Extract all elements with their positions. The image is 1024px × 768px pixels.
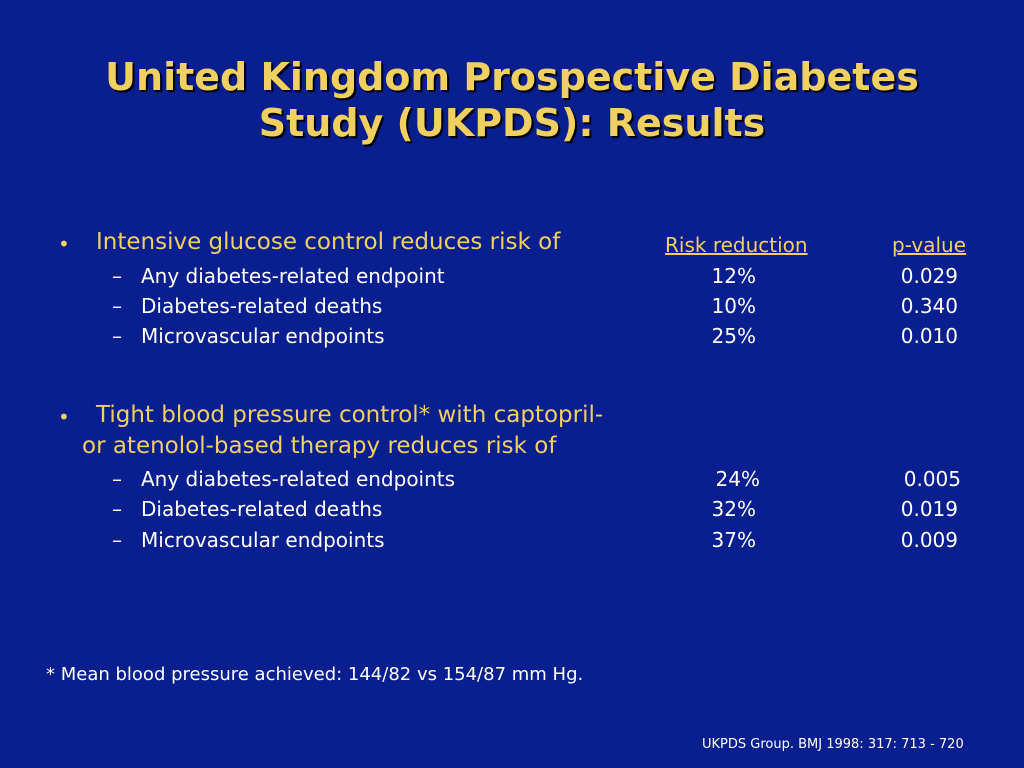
dash-icon: – <box>112 528 122 552</box>
section1-heading: Intensive glucose control reduces risk o… <box>96 229 561 255</box>
section1-row-label: Diabetes-related deaths <box>141 294 383 318</box>
column-header-p-value: p-value <box>892 233 967 257</box>
section1-row-p: 0.029 <box>900 264 958 288</box>
section1-row-risk: 12% <box>711 264 756 288</box>
section1-row-p: 0.340 <box>900 294 958 318</box>
bullet-icon: • <box>58 232 70 256</box>
slide-title-line-2: Study (UKPDS): Results <box>258 101 766 145</box>
section2-row-p: 0.019 <box>900 497 958 521</box>
dash-icon: – <box>112 467 122 491</box>
section2-row-p: 0.005 <box>903 467 961 491</box>
section1-row-p: 0.010 <box>900 324 958 348</box>
slide-title-line-1: United Kingdom Prospective Diabetes <box>105 55 919 99</box>
dash-icon: – <box>112 497 122 521</box>
section2-row-label: Microvascular endpoints <box>141 528 385 552</box>
column-header-risk-reduction: Risk reduction <box>665 233 808 257</box>
section1-row-risk: 25% <box>711 324 756 348</box>
section2-row-label: Any diabetes-related endpoints <box>141 467 456 491</box>
dash-icon: – <box>112 264 122 288</box>
citation: UKPDS Group. BMJ 1998: 317: 713 - 720 <box>702 737 964 752</box>
section2-heading-line-2: or atenolol-based therapy reduces risk o… <box>82 433 557 459</box>
section2-row-risk: 24% <box>715 467 760 491</box>
section1-row-risk: 10% <box>711 294 756 318</box>
footnote: * Mean blood pressure achieved: 144/82 v… <box>46 664 584 685</box>
section1-row-label: Any diabetes-related endpoint <box>141 264 445 288</box>
section2-row-label: Diabetes-related deaths <box>141 497 383 521</box>
section2-row-p: 0.009 <box>900 528 958 552</box>
section2-heading-line-1: Tight blood pressure control* with capto… <box>96 402 604 428</box>
dash-icon: – <box>112 294 122 318</box>
bullet-icon: • <box>58 405 70 429</box>
section1-row-label: Microvascular endpoints <box>141 324 385 348</box>
slide-title: United Kingdom Prospective Diabetes Stud… <box>40 54 984 146</box>
section2-row-risk: 32% <box>711 497 756 521</box>
section2-row-risk: 37% <box>711 528 756 552</box>
dash-icon: – <box>112 324 122 348</box>
